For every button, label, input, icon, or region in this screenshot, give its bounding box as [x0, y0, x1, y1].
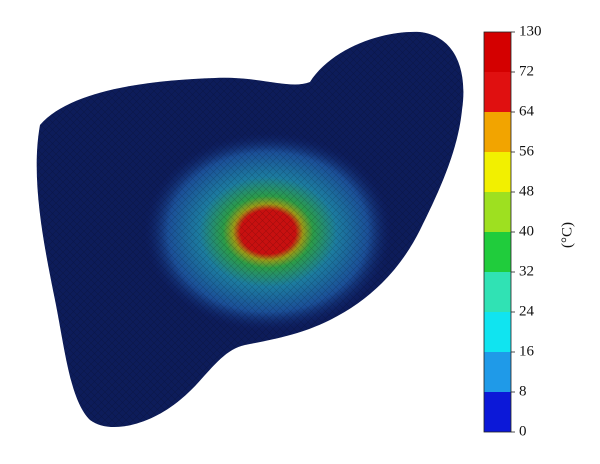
tick-label: 56 — [519, 143, 535, 159]
tick-label: 8 — [519, 383, 527, 399]
colorbar-segment — [484, 392, 511, 432]
colorbar-segment — [484, 112, 511, 152]
colorbar-segment — [484, 192, 511, 232]
colorbar-label: (°C) — [559, 222, 575, 248]
tick-label: 24 — [519, 303, 535, 319]
colorbar-segment — [484, 32, 511, 72]
colorbar: 0 8 16 24 32 40 48 56 64 72 130 — [483, 23, 542, 439]
colorbar-segment — [484, 152, 511, 192]
tick-label: 48 — [519, 183, 534, 199]
tick-label: 64 — [519, 103, 535, 119]
colorbar-segment — [484, 72, 511, 112]
colorbar-segment — [484, 352, 511, 392]
tick-label: 16 — [519, 343, 535, 359]
tick-label: 32 — [519, 263, 534, 279]
colorbar-segment — [484, 232, 511, 272]
colorbar-segment — [484, 272, 511, 312]
colorbar-segment — [484, 312, 511, 352]
tick-label: 130 — [519, 23, 542, 39]
tick-label: 72 — [519, 63, 534, 79]
tick-label: 40 — [519, 223, 534, 239]
tick-label: 0 — [519, 423, 527, 439]
